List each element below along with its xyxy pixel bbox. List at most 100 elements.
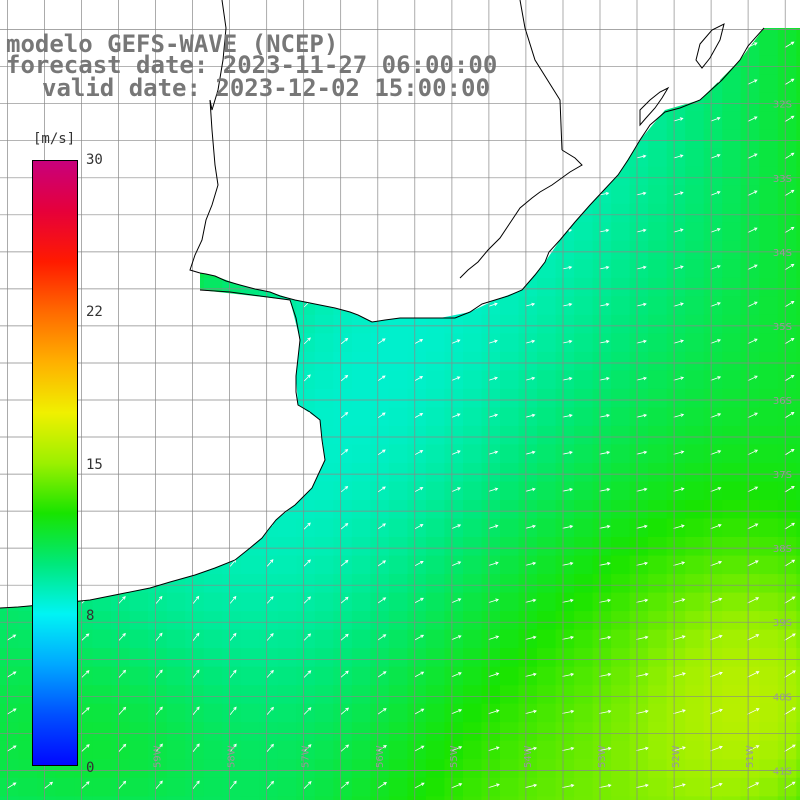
wind-cell: [203, 592, 223, 612]
border-north: [209, 0, 227, 111]
wind-cell: [777, 185, 797, 205]
wind-cell: [333, 500, 353, 520]
wind-cell: [648, 314, 668, 334]
wind-cell: [166, 592, 186, 612]
wind-cell: [796, 333, 800, 353]
wind-cell: [574, 333, 594, 353]
wind-cell: [463, 481, 483, 501]
wind-cell: [611, 259, 631, 279]
wind-cell: [388, 444, 408, 464]
wind-cell: [407, 759, 427, 779]
wind-cell: [259, 796, 279, 800]
wind-cell: [518, 463, 538, 483]
wind-arrow: [192, 780, 200, 790]
wind-cell: [74, 796, 94, 800]
wind-cell: [388, 648, 408, 668]
wind-cell: [500, 463, 520, 483]
wind-cell: [240, 740, 260, 760]
wind-cell: [666, 537, 686, 557]
wind-cell: [629, 314, 649, 334]
wind-arrow: [710, 228, 721, 233]
wind-cell: [314, 685, 334, 705]
wind-cell: [648, 333, 668, 353]
wind-cell: [425, 796, 445, 800]
wind-cell: [648, 388, 668, 408]
wind-cell: [759, 185, 779, 205]
wind-cell: [444, 648, 464, 668]
wind-cell: [500, 574, 520, 594]
wind-arrow: [414, 597, 424, 604]
wind-cell: [407, 537, 427, 557]
wind-cell: [388, 574, 408, 594]
wind-cell: [296, 796, 316, 800]
wind-cell: [555, 351, 575, 371]
wind-arrow: [266, 706, 274, 715]
wind-cell: [592, 425, 612, 445]
wind-cell: [703, 555, 723, 575]
wind-cell: [444, 425, 464, 445]
wind-cell: [463, 555, 483, 575]
wind-arrow: [155, 743, 163, 753]
wind-cell: [722, 222, 742, 242]
wind-cell: [296, 518, 316, 538]
wind-cell: [629, 425, 649, 445]
wind-arrow: [747, 634, 760, 641]
wind-cell: [703, 92, 723, 112]
wind-cell: [777, 111, 797, 131]
wind-cell: [796, 74, 800, 94]
wind-arrow: [784, 633, 796, 641]
wind-cell: [537, 611, 557, 631]
wind-arrow: [636, 746, 649, 751]
wind-cell: [481, 611, 501, 631]
wind-cell: [425, 518, 445, 538]
wind-arrow: [525, 302, 536, 307]
wind-arrow: [414, 634, 425, 641]
wind-arrow: [155, 706, 163, 715]
wind-cell: [425, 463, 445, 483]
wind-cell: [611, 500, 631, 520]
wind-cell: [796, 129, 800, 149]
wind-cell: [55, 796, 75, 800]
wind-cell: [796, 407, 800, 427]
wind-cell: [463, 463, 483, 483]
wind-cell: [666, 388, 686, 408]
wind-cell: [351, 777, 371, 797]
wind-cell: [388, 370, 408, 390]
wind-cell: [796, 166, 800, 186]
wind-arrow: [784, 448, 795, 456]
wind-cell: [333, 574, 353, 594]
wind-arrow: [340, 596, 349, 604]
wind-arrow: [636, 265, 647, 270]
wind-cell: [481, 685, 501, 705]
wind-cell: [240, 611, 260, 631]
wind-cell: [259, 611, 279, 631]
wind-cell: [518, 685, 538, 705]
wind-cell: [111, 648, 131, 668]
wind-cell: [388, 611, 408, 631]
wind-cell: [296, 500, 316, 520]
wind-arrow: [636, 524, 648, 529]
wind-cell: [351, 648, 371, 668]
wind-cell: [92, 685, 112, 705]
wind-cell: [611, 555, 631, 575]
wind-cell: [740, 555, 760, 575]
wind-cell: [740, 203, 760, 223]
wind-arrow: [192, 743, 200, 753]
wind-cell: [574, 796, 594, 800]
wind-cell: [129, 666, 149, 686]
wind-arrow: [377, 634, 387, 641]
wind-cell: [148, 759, 168, 779]
wind-cell: [555, 277, 575, 297]
wind-cell: [666, 203, 686, 223]
wind-cell: [185, 685, 205, 705]
wind-cell: [611, 277, 631, 297]
wind-arrow: [710, 524, 722, 530]
wind-cell: [333, 351, 353, 371]
wind-cell: [425, 574, 445, 594]
wind-cell: [777, 222, 797, 242]
wind-arrow: [599, 635, 612, 640]
wind-cell: [592, 685, 612, 705]
wind-cell: [592, 611, 612, 631]
wind-cell: [481, 648, 501, 668]
wind-cell: [74, 759, 94, 779]
